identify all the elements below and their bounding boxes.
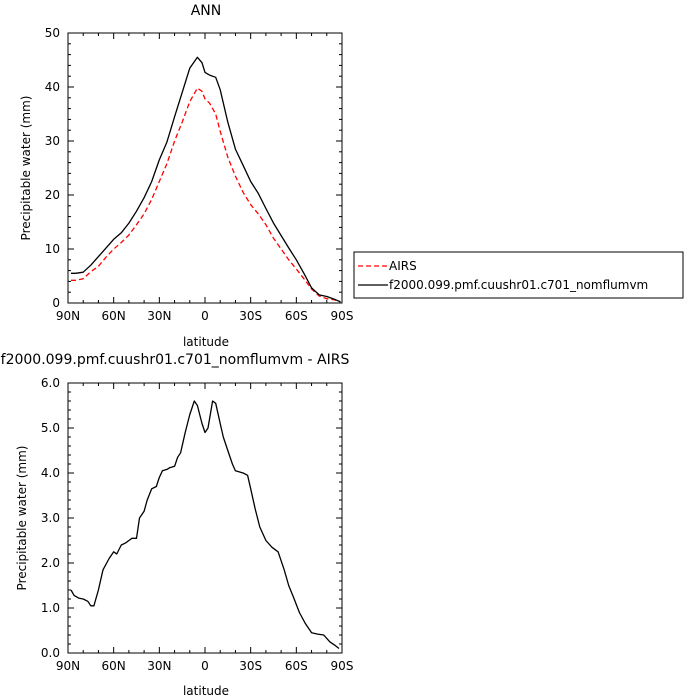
bottom-y-tick-label: 4.0 (41, 466, 60, 480)
top-y-axis-label: Precipitable water (mm) (19, 96, 33, 241)
bottom-x-axis-label: latitude (183, 684, 229, 698)
bottom-y-tick-label: 3.0 (41, 511, 60, 525)
bottom-y-tick-label: 1.0 (41, 601, 60, 615)
bottom-y-tick-label: 0.0 (41, 646, 60, 660)
bottom-x-tick-label: 90N (56, 659, 80, 673)
legend-label-airs: AIRS (389, 259, 417, 273)
top-x-tick-label: 30N (147, 309, 171, 323)
bottom-plot-frame (67, 382, 343, 654)
bottom-x-tick-label: 60S (285, 659, 308, 673)
top-series-line-1 (71, 56, 341, 303)
top-y-tick-label: 40 (45, 80, 60, 94)
top-series-line-0 (71, 87, 341, 303)
bottom-series-group (70, 400, 340, 650)
top-chart-title: ANN (191, 3, 222, 19)
legend-box (353, 251, 684, 299)
top-y-tick-label: 50 (45, 26, 60, 40)
top-series-group (71, 56, 341, 303)
bottom-x-tick-label: 30N (147, 659, 171, 673)
bottom-ticks: 90N 60N 30N 0 30S 60S 90S 0.0 1.0 2.0 3.0 4.0 5.0 6.0 (41, 376, 354, 673)
bottom-x-tick-label: 30S (239, 659, 262, 673)
top-x-axis-label: latitude (183, 335, 229, 349)
legend: AIRS f2000.099.pmf.cuushr01.c701_nomflum… (353, 251, 684, 299)
top-y-tick-label: 30 (45, 134, 60, 148)
bottom-series-line-0 (70, 400, 340, 650)
bottom-chart-title: f2000.099.pmf.cuushr01.c701_nomflumvm - … (1, 352, 350, 368)
top-x-tick-label: 90S (331, 309, 354, 323)
bottom-y-tick-label: 6.0 (41, 376, 60, 390)
top-x-tick-label: 60N (102, 309, 126, 323)
bottom-x-tick-label: 60N (102, 659, 126, 673)
top-y-tick-label: 10 (45, 242, 60, 256)
bottom-x-tick-label: 0 (201, 659, 209, 673)
top-panel: ANN latitude Precipitable water (mm) 90N… (19, 3, 353, 349)
top-x-tick-label: 60S (285, 309, 308, 323)
top-x-tick-label: 30S (239, 309, 262, 323)
legend-label-model: f2000.099.pmf.cuushr01.c701_nomflumvm (389, 278, 648, 292)
top-y-tick-label: 20 (45, 188, 60, 202)
bottom-x-tick-label: 90S (331, 659, 354, 673)
bottom-y-tick-label: 2.0 (41, 556, 60, 570)
bottom-y-axis-label: Precipitable water (mm) (15, 446, 29, 591)
top-y-tick-label: 0 (52, 296, 60, 310)
top-plot-frame (67, 32, 343, 304)
bottom-y-tick-label: 5.0 (41, 421, 60, 435)
top-x-tick-label: 0 (201, 309, 209, 323)
bottom-panel: f2000.099.pmf.cuushr01.c701_nomflumvm - … (1, 352, 354, 698)
top-x-tick-label: 90N (56, 309, 80, 323)
